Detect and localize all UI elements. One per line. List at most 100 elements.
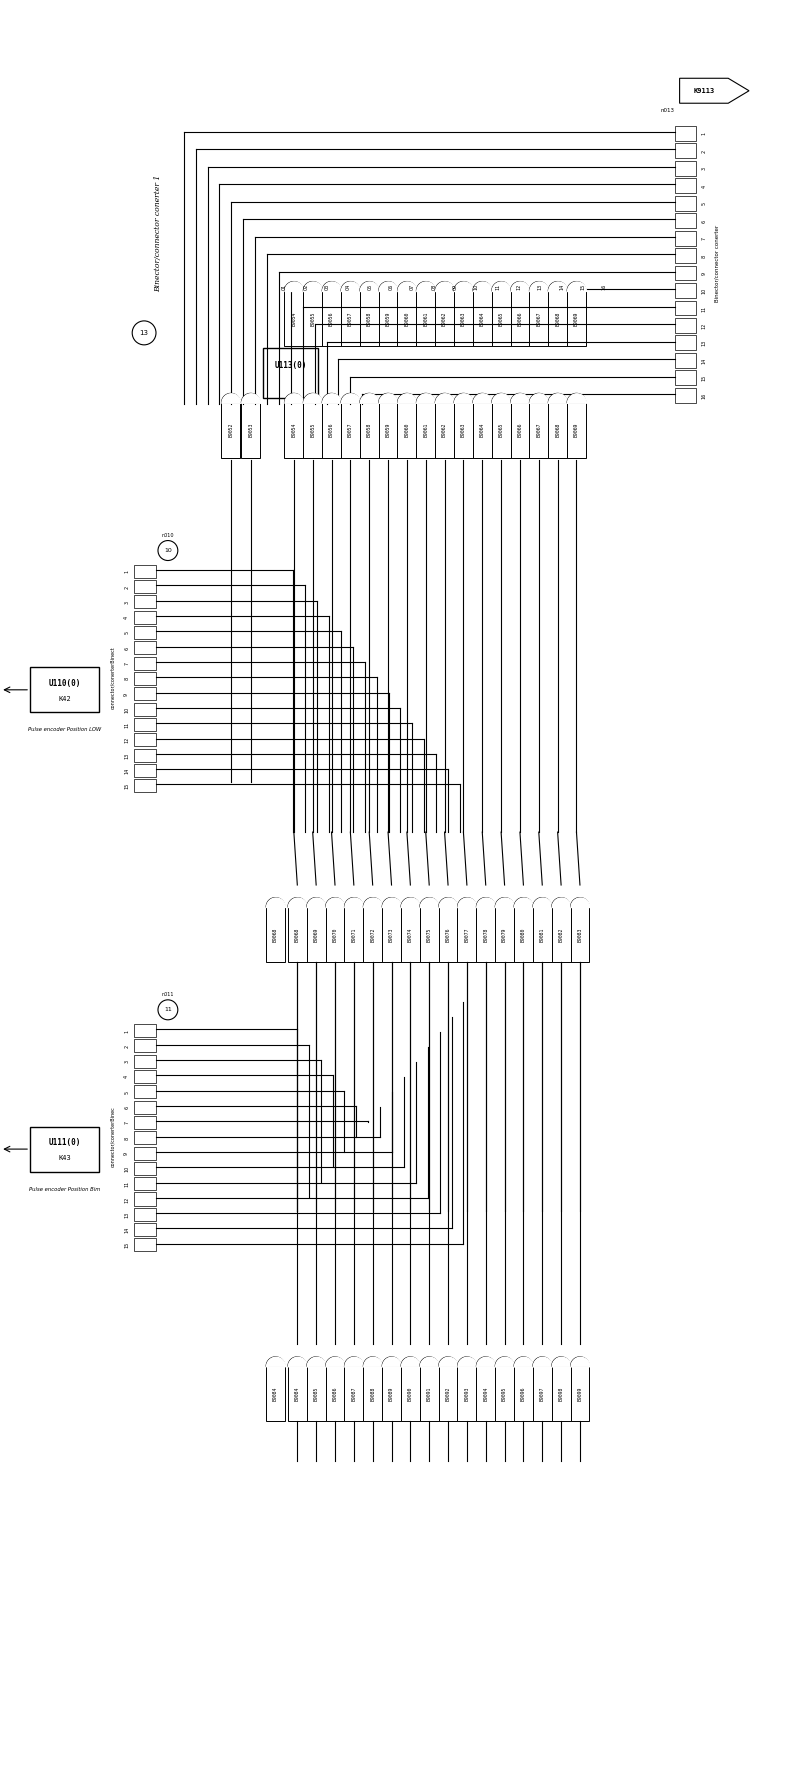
Text: B9053: B9053 (248, 422, 254, 437)
Bar (674, 353, 697, 367)
Text: 9: 9 (124, 1151, 130, 1155)
Bar (382, 1367, 401, 1422)
Bar (674, 196, 697, 210)
Text: 14: 14 (559, 283, 564, 290)
Bar (134, 1222, 156, 1237)
Bar (530, 403, 548, 458)
Text: B9055: B9055 (310, 312, 315, 326)
Bar (510, 403, 530, 458)
Text: B9052: B9052 (228, 422, 234, 437)
Bar (378, 403, 398, 458)
Bar (398, 403, 416, 458)
Text: B9072: B9072 (370, 927, 375, 941)
Bar (345, 907, 363, 962)
Bar (288, 907, 306, 962)
Bar (552, 1367, 570, 1422)
Text: 5: 5 (702, 201, 706, 205)
Text: 13: 13 (124, 752, 130, 759)
Text: 12: 12 (517, 283, 522, 290)
Bar (326, 1367, 345, 1422)
Bar (306, 907, 326, 962)
Text: B9068: B9068 (295, 927, 300, 941)
Text: K42: K42 (58, 695, 71, 702)
Text: Binector/connector conerter: Binector/connector conerter (714, 225, 719, 301)
Bar (345, 1367, 363, 1422)
Bar (134, 1085, 156, 1098)
Bar (674, 317, 697, 333)
Text: 12: 12 (124, 1196, 130, 1203)
Bar (134, 656, 156, 670)
Text: 11: 11 (702, 305, 706, 312)
Text: 3: 3 (702, 168, 706, 171)
Text: 8: 8 (124, 677, 130, 681)
Text: B9059: B9059 (386, 312, 390, 326)
Text: 10: 10 (702, 289, 706, 294)
Text: 7: 7 (702, 237, 706, 241)
Bar (134, 1192, 156, 1205)
Text: 7: 7 (124, 661, 130, 665)
Bar (134, 642, 156, 654)
Text: B9078: B9078 (483, 927, 488, 941)
Bar (378, 290, 398, 346)
Text: B9056: B9056 (329, 312, 334, 326)
Bar (674, 160, 697, 176)
Bar (495, 907, 514, 962)
Text: B9066: B9066 (518, 422, 522, 437)
Text: B9088: B9088 (370, 1386, 375, 1401)
Bar (134, 1178, 156, 1190)
Text: Pulse encoder Position Bim: Pulse encoder Position Bim (29, 1187, 101, 1192)
Bar (435, 403, 454, 458)
Text: B9097: B9097 (540, 1386, 545, 1401)
Bar (674, 230, 697, 246)
Text: 2: 2 (124, 1044, 130, 1048)
Bar (514, 907, 533, 962)
Text: 15: 15 (124, 782, 130, 789)
Bar (30, 1126, 99, 1171)
Bar (134, 1208, 156, 1221)
Text: 07: 07 (410, 283, 415, 290)
Bar (398, 290, 416, 346)
Text: B9084: B9084 (273, 1386, 278, 1401)
Bar (134, 1055, 156, 1067)
Text: B9054: B9054 (291, 312, 296, 326)
Text: 6: 6 (124, 1107, 130, 1108)
Bar (476, 1367, 495, 1422)
Text: B9061: B9061 (423, 422, 428, 437)
Text: 1: 1 (702, 132, 706, 135)
Text: 4: 4 (124, 1075, 130, 1078)
Text: 13: 13 (538, 283, 542, 290)
Text: 5: 5 (124, 1091, 130, 1094)
Text: B9099: B9099 (578, 1386, 582, 1401)
Text: 16: 16 (702, 392, 706, 399)
Text: B9057: B9057 (348, 312, 353, 326)
Text: U111(0): U111(0) (49, 1139, 81, 1148)
Bar (435, 290, 454, 346)
Bar (134, 1162, 156, 1174)
Text: B9075: B9075 (426, 927, 432, 941)
Text: 03: 03 (325, 283, 330, 290)
Text: 6: 6 (124, 647, 130, 650)
Bar (134, 732, 156, 747)
Text: B9079: B9079 (502, 927, 507, 941)
Bar (134, 672, 156, 684)
Text: 12: 12 (702, 323, 706, 330)
Bar (134, 1132, 156, 1144)
Text: 11: 11 (164, 1007, 172, 1012)
Text: 4: 4 (124, 617, 130, 618)
Text: 05: 05 (367, 283, 372, 290)
Bar (134, 1025, 156, 1037)
Bar (322, 290, 341, 346)
Bar (548, 403, 567, 458)
Text: 6: 6 (702, 219, 706, 223)
Bar (674, 214, 697, 228)
Text: 10: 10 (124, 1165, 130, 1173)
Text: 04: 04 (346, 283, 351, 290)
Bar (533, 1367, 552, 1422)
Bar (674, 335, 697, 351)
Bar (552, 907, 570, 962)
Bar (382, 907, 401, 962)
Text: 9: 9 (702, 273, 706, 274)
Circle shape (158, 540, 178, 561)
Bar (134, 1039, 156, 1053)
Text: B9077: B9077 (464, 927, 470, 941)
